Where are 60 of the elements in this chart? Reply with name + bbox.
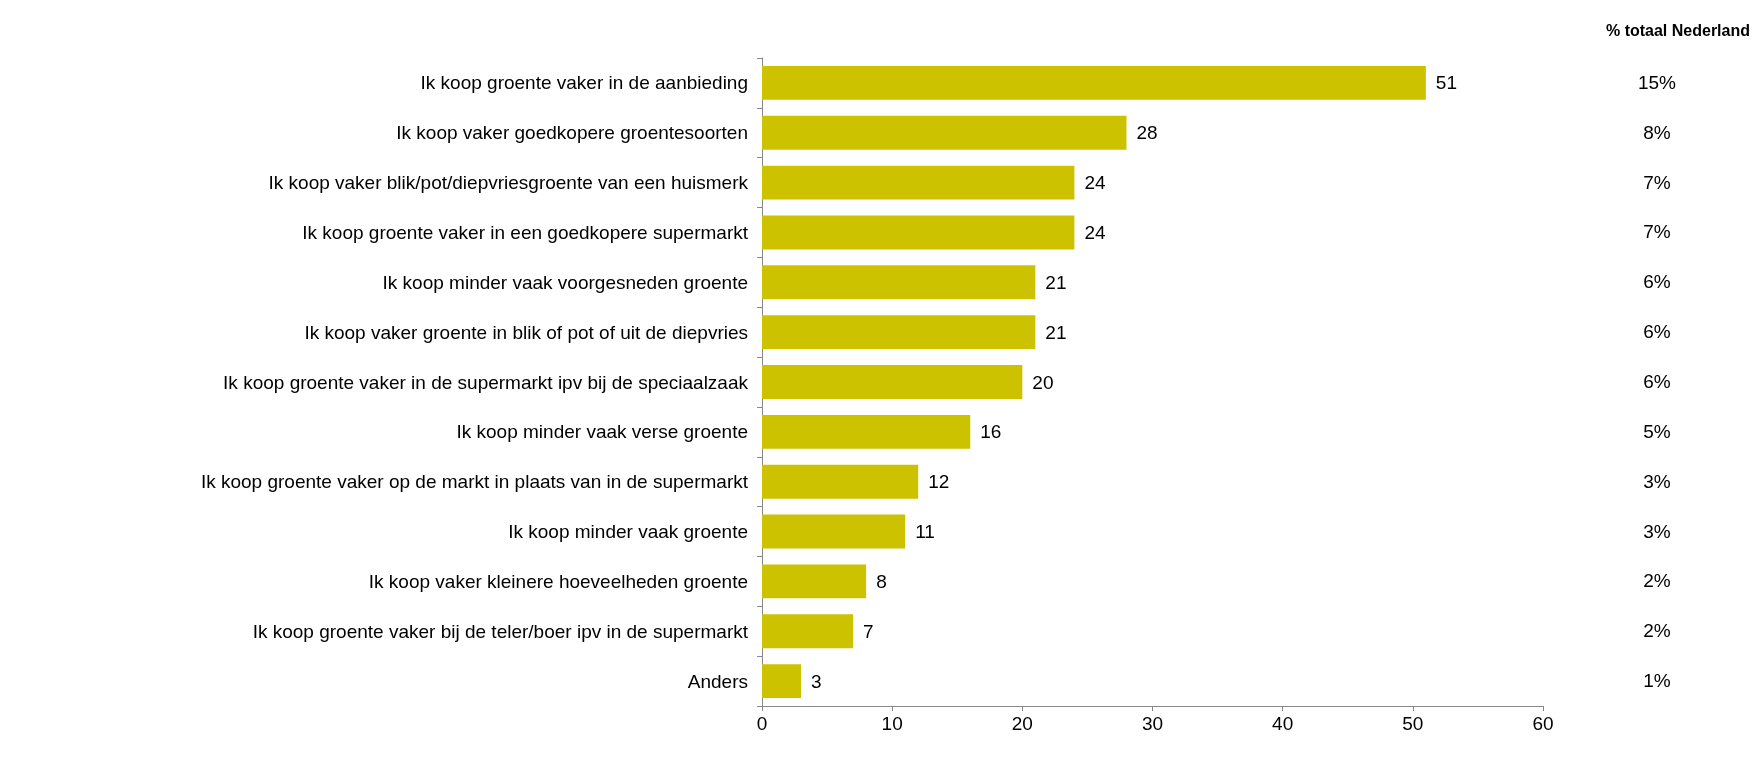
x-tick-label: 40	[1272, 713, 1294, 734]
text: 5%	[1643, 420, 1671, 442]
x-tick-label: 50	[1402, 713, 1424, 734]
y-tick-label: Ik koop minder vaak groente	[508, 521, 748, 543]
data-label: 8	[876, 570, 887, 592]
bar	[762, 414, 971, 449]
bar	[762, 215, 1075, 250]
y-tick-label: Ik koop vaker kleinere hoeveelheden groente	[368, 570, 748, 592]
data-label: 21	[1045, 321, 1067, 343]
y-tick-label: Ik koop groente vaker op de markt in plaats van in de supermarkt	[200, 471, 749, 493]
data-label: 24	[1084, 172, 1106, 194]
text: 6%	[1643, 321, 1671, 343]
data-label: 24	[1084, 221, 1106, 243]
y-tick-label: Ik koop groente vaker in een goedkopere supermarkt	[302, 221, 749, 243]
text: 1%	[1643, 670, 1671, 692]
text: 6%	[1643, 271, 1671, 293]
y-tick-label: Ik koop vaker goedkopere groentesoorten	[396, 122, 748, 144]
y-tick-label: Ik koop minder vaak verse groente	[456, 421, 748, 443]
x-tick-label: 0	[756, 713, 768, 734]
bar	[762, 464, 919, 499]
data-label: 16	[980, 421, 1002, 443]
y-tick-label: Ik koop vaker blik/pot/diepvriesgroente van een huismerk	[268, 172, 749, 194]
y-tick-label: Ik koop groente vaker in de supermarkt ipv bij de speciaalzaak	[223, 371, 749, 393]
bar	[762, 115, 1127, 150]
text: 15%	[1637, 71, 1677, 93]
y-tick-label: Ik koop groente vaker bij de teler/boer ipv in de supermarkt	[252, 620, 749, 642]
text: 2%	[1643, 570, 1671, 592]
bar	[762, 265, 1036, 300]
data-label: 3	[811, 670, 822, 692]
text: % totaal Nederland	[1605, 21, 1750, 39]
y-tick-label: Anders	[687, 670, 748, 692]
data-label: 28	[1136, 122, 1158, 144]
data-label: 12	[928, 471, 950, 493]
y-tick-label: Ik koop minder vaak voorgesneden groente	[382, 271, 748, 293]
bar	[762, 165, 1075, 200]
bar	[762, 315, 1036, 350]
bar	[762, 514, 906, 549]
text: 7%	[1643, 221, 1671, 243]
bar	[762, 65, 1426, 100]
data-label: 51	[1435, 72, 1457, 94]
text: 7%	[1643, 171, 1671, 193]
bar	[762, 365, 1023, 399]
text: 6%	[1643, 371, 1671, 392]
x-tick-label: 10	[881, 713, 903, 734]
data-label: 20	[1032, 371, 1054, 393]
data-label: 21	[1045, 271, 1067, 293]
x-tick-label: 20	[1011, 713, 1033, 734]
text: 3%	[1643, 520, 1671, 542]
x-tick-label: 30	[1141, 713, 1164, 734]
y-tick-label: Ik koop groente vaker in de aanbieding	[420, 72, 748, 94]
text: 2%	[1643, 620, 1671, 642]
bar	[762, 664, 802, 699]
text: 8%	[1643, 121, 1671, 143]
text: 3%	[1643, 470, 1671, 492]
data-label: 11	[915, 521, 935, 543]
y-tick-label: Ik koop vaker groente in blik of pot of uit de diepvries	[304, 321, 748, 343]
x-tick-label: 60	[1532, 713, 1554, 734]
data-label: 7	[863, 620, 874, 642]
bar	[762, 614, 854, 649]
bar	[762, 564, 867, 599]
